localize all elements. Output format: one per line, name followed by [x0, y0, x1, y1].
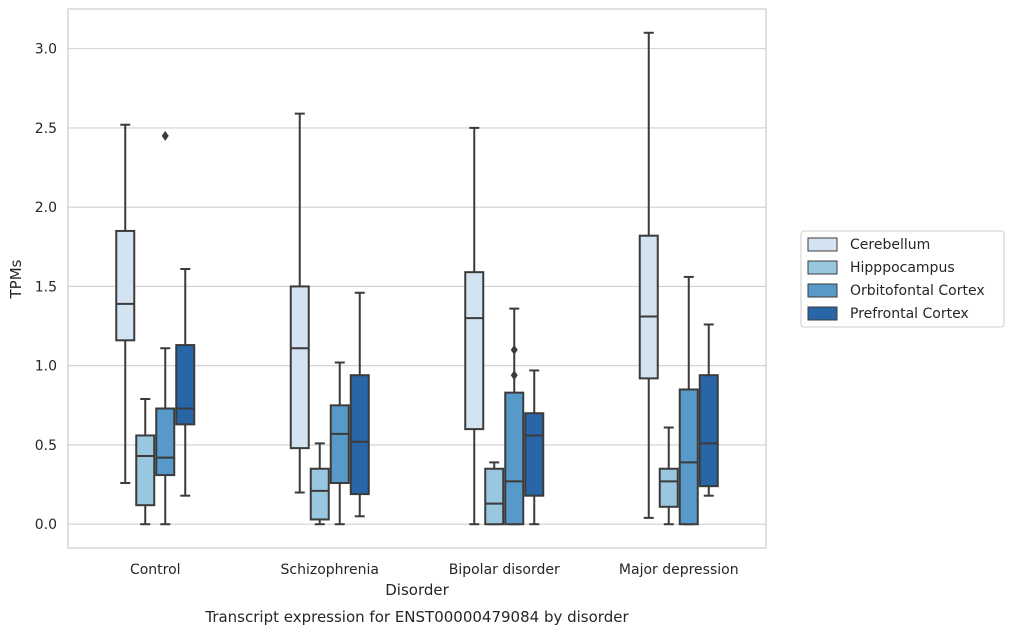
category-group-3	[638, 31, 719, 526]
box-1-2	[329, 361, 350, 526]
y-axis-ticks: 0.0 0.5 1.0 1.5 2.0 2.5 3.0	[35, 42, 57, 534]
legend-label: Cerebellum	[850, 237, 930, 253]
legend[interactable]: Cerebellum Hipppocampus Orbitofontal Corte…	[800, 230, 1005, 328]
box-body	[175, 344, 196, 426]
box-body	[464, 271, 485, 431]
y-tick-label-5: 2.5	[35, 121, 57, 137]
x-tick-label-0: Control	[130, 562, 181, 578]
y-tick-label-6: 3.0	[35, 42, 57, 58]
y-tick-label-3: 1.5	[35, 279, 57, 295]
box-body	[678, 388, 699, 526]
legend-item-0[interactable]: Cerebellum	[807, 237, 930, 253]
chart-caption: Transcript expression for ENST0000047908…	[204, 608, 629, 626]
outlier-point-0	[510, 344, 518, 355]
legend-frame	[800, 230, 1005, 328]
box-3-1	[658, 426, 679, 526]
box-body	[658, 467, 679, 508]
legend-label: Hipppocampus	[850, 260, 955, 276]
box-1-1	[309, 442, 330, 526]
box-body	[309, 467, 330, 521]
legend-swatch	[807, 306, 838, 321]
x-axis-label: Disorder	[385, 581, 449, 599]
box-2-2	[504, 307, 525, 526]
y-tick-label-4: 2.0	[35, 200, 57, 216]
legend-swatch	[807, 260, 838, 275]
category-group-2	[464, 126, 545, 526]
y-tick-label-0: 0.0	[35, 517, 57, 533]
box-0-3	[175, 267, 196, 497]
box-plot-area	[115, 31, 719, 526]
x-tick-label-1: Schizophrenia	[281, 562, 379, 578]
box-body	[289, 285, 310, 450]
box-body	[155, 407, 176, 477]
outlier-point-1	[510, 370, 518, 381]
y-tick-label-2: 1.0	[35, 359, 57, 375]
box-body	[698, 374, 719, 488]
x-tick-label-2: Bipolar disorder	[449, 562, 560, 578]
box-body	[638, 234, 659, 380]
box-2-1	[484, 461, 505, 526]
box-2-0	[464, 126, 485, 526]
box-body	[484, 467, 505, 526]
box-3-2	[678, 275, 699, 526]
y-tick-label-1: 0.5	[35, 438, 57, 454]
box-1-3	[349, 291, 370, 518]
legend-swatch	[807, 237, 838, 252]
outlier-point-0	[161, 130, 169, 141]
box-body	[135, 434, 156, 507]
box-0-1	[135, 397, 156, 526]
legend-item-2[interactable]: Orbitofontal Cortex	[807, 283, 985, 299]
plot-frame	[67, 8, 767, 549]
box-body	[329, 404, 350, 485]
box-1-0	[289, 112, 310, 494]
box-3-3	[698, 323, 719, 497]
box-0-2	[155, 130, 176, 526]
legend-label: Prefrontal Cortex	[850, 306, 969, 322]
box-body	[524, 412, 545, 497]
x-axis-ticks: Control Schizophrenia Bipolar disorder Majo…	[130, 562, 739, 578]
category-group-1	[289, 112, 370, 526]
box-3-0	[638, 31, 659, 519]
box-2-3	[524, 369, 545, 526]
legend-item-3[interactable]: Prefrontal Cortex	[807, 306, 969, 322]
legend-swatch	[807, 283, 838, 298]
box-body	[349, 374, 370, 496]
x-tick-label-3: Major depression	[619, 562, 739, 578]
y-axis-label: TPMs	[7, 259, 25, 299]
legend-label: Orbitofontal Cortex	[850, 283, 985, 299]
box-body	[504, 391, 525, 526]
box-0-0	[115, 123, 136, 485]
box-body	[115, 229, 136, 342]
category-group-0	[115, 123, 196, 526]
legend-item-1[interactable]: Hipppocampus	[807, 260, 955, 276]
